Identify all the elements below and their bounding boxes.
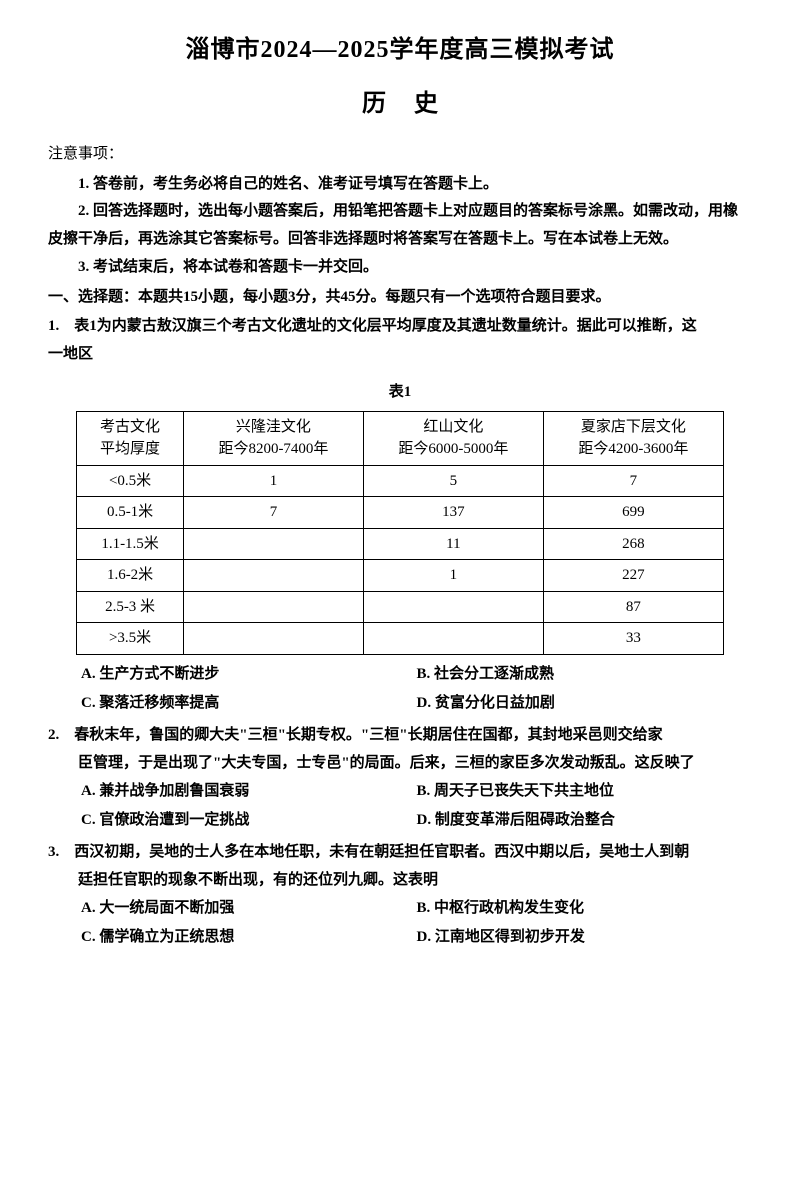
table-row: 2.5-3 米 87 — [77, 591, 724, 623]
q1-stem-line2: 一地区 — [48, 341, 752, 369]
col0-head-l1: 考古文化 — [83, 416, 177, 439]
table-row: >3.5米 33 — [77, 623, 724, 655]
cell-r2-c1: 11 — [363, 528, 543, 560]
q2-opt-b: B. 周天子已丧失天下共主地位 — [417, 778, 753, 806]
q1-table-caption: 表1 — [48, 379, 752, 407]
notice-item-2: 2. 回答选择题时，选出每小题答案后，用铅笔把答题卡上对应题目的答案标号涂黑。如… — [48, 198, 752, 254]
q1-table: 考古文化 平均厚度 兴隆洼文化 距今8200-7400年 红山文化 距今6000… — [76, 411, 724, 655]
table-row: 1.6-2米 1 227 — [77, 560, 724, 592]
col3-head-l2: 距今4200-3600年 — [550, 438, 717, 461]
table-row: <0.5米 1 5 7 — [77, 465, 724, 497]
q1-opt-b: B. 社会分工逐渐成熟 — [417, 661, 753, 689]
q3-stem-line1: 3. 西汉初期，吴地的士人多在本地任职，未有在朝廷担任官职者。西汉中期以后，吴地… — [48, 839, 752, 867]
cell-r1-c1: 137 — [363, 497, 543, 529]
notice-heading: 注意事项： — [48, 141, 752, 169]
q1-opt-c: C. 聚落迁移频率提高 — [81, 690, 417, 718]
cell-r1-c0: 7 — [183, 497, 363, 529]
cell-r5-label: >3.5米 — [77, 623, 184, 655]
cell-r1-label: 0.5-1米 — [77, 497, 184, 529]
cell-r4-c1 — [363, 591, 543, 623]
cell-r5-c1 — [363, 623, 543, 655]
q3-stem-line2: 廷担任官职的现象不断出现，有的还位列九卿。这表明 — [48, 867, 752, 895]
subject-title: 历史 — [48, 82, 752, 126]
cell-r0-c1: 5 — [363, 465, 543, 497]
q3-opt-d: D. 江南地区得到初步开发 — [417, 924, 753, 952]
table-header-col3: 夏家店下层文化 距今4200-3600年 — [543, 411, 723, 465]
q3-options: A. 大一统局面不断加强 B. 中枢行政机构发生变化 C. 儒学确立为正统思想 … — [48, 895, 752, 955]
cell-r0-c2: 7 — [543, 465, 723, 497]
cell-r2-c0 — [183, 528, 363, 560]
q1-opt-a: A. 生产方式不断进步 — [81, 661, 417, 689]
q2-opt-c: C. 官僚政治遭到一定挑战 — [81, 807, 417, 835]
col1-head-l1: 兴隆洼文化 — [190, 416, 357, 439]
col1-head-l2: 距今8200-7400年 — [190, 438, 357, 461]
cell-r1-c2: 699 — [543, 497, 723, 529]
q2-opt-a: A. 兼并战争加剧鲁国衰弱 — [81, 778, 417, 806]
table-row: 1.1-1.5米 11 268 — [77, 528, 724, 560]
cell-r0-label: <0.5米 — [77, 465, 184, 497]
cell-r4-c2: 87 — [543, 591, 723, 623]
cell-r2-label: 1.1-1.5米 — [77, 528, 184, 560]
cell-r0-c0: 1 — [183, 465, 363, 497]
cell-r5-c2: 33 — [543, 623, 723, 655]
q3-opt-b: B. 中枢行政机构发生变化 — [417, 895, 753, 923]
cell-r4-c0 — [183, 591, 363, 623]
q2-stem-line1: 2. 春秋末年，鲁国的卿大夫"三桓"长期专权。"三桓"长期居住在国都，其封地采邑… — [48, 722, 752, 750]
q2-stem-line2: 臣管理，于是出现了"大夫专国，士专邑"的局面。后来，三桓的家臣多次发动叛乱。这反… — [48, 750, 752, 778]
section-1-heading: 一、选择题：本题共15小题，每小题3分，共45分。每题只有一个选项符合题目要求。 — [48, 284, 752, 312]
q1-opt-d: D. 贫富分化日益加剧 — [417, 690, 753, 718]
q3-opt-a: A. 大一统局面不断加强 — [81, 895, 417, 923]
cell-r5-c0 — [183, 623, 363, 655]
col3-head-l1: 夏家店下层文化 — [550, 416, 717, 439]
cell-r2-c2: 268 — [543, 528, 723, 560]
col2-head-l1: 红山文化 — [370, 416, 537, 439]
q2-options: A. 兼并战争加剧鲁国衰弱 B. 周天子已丧失天下共主地位 C. 官僚政治遭到一… — [48, 778, 752, 838]
cell-r3-c1: 1 — [363, 560, 543, 592]
notice-item-3: 3. 考试结束后，将本试卷和答题卡一并交回。 — [48, 254, 752, 282]
q1-stem-line1: 1. 表1为内蒙古敖汉旗三个考古文化遗址的文化层平均厚度及其遗址数量统计。据此可… — [48, 313, 752, 341]
col2-head-l2: 距今6000-5000年 — [370, 438, 537, 461]
exam-title: 淄博市2024—2025学年度高三模拟考试 — [48, 28, 752, 72]
q1-options: A. 生产方式不断进步 B. 社会分工逐渐成熟 C. 聚落迁移频率提高 D. 贫… — [48, 661, 752, 721]
col0-head-l2: 平均厚度 — [83, 438, 177, 461]
notice-item-2-text: 2. 回答选择题时，选出每小题答案后，用铅笔把答题卡上对应题目的答案标号涂黑。如… — [48, 203, 738, 247]
cell-r3-c0 — [183, 560, 363, 592]
q3-opt-c: C. 儒学确立为正统思想 — [81, 924, 417, 952]
table-header-col0: 考古文化 平均厚度 — [77, 411, 184, 465]
table-header-row: 考古文化 平均厚度 兴隆洼文化 距今8200-7400年 红山文化 距今6000… — [77, 411, 724, 465]
cell-r4-label: 2.5-3 米 — [77, 591, 184, 623]
table-header-col2: 红山文化 距今6000-5000年 — [363, 411, 543, 465]
q2-opt-d: D. 制度变革滞后阻碍政治整合 — [417, 807, 753, 835]
notice-item-1: 1. 答卷前，考生务必将自己的姓名、准考证号填写在答题卡上。 — [48, 171, 752, 199]
cell-r3-c2: 227 — [543, 560, 723, 592]
cell-r3-label: 1.6-2米 — [77, 560, 184, 592]
table-row: 0.5-1米 7 137 699 — [77, 497, 724, 529]
table-header-col1: 兴隆洼文化 距今8200-7400年 — [183, 411, 363, 465]
